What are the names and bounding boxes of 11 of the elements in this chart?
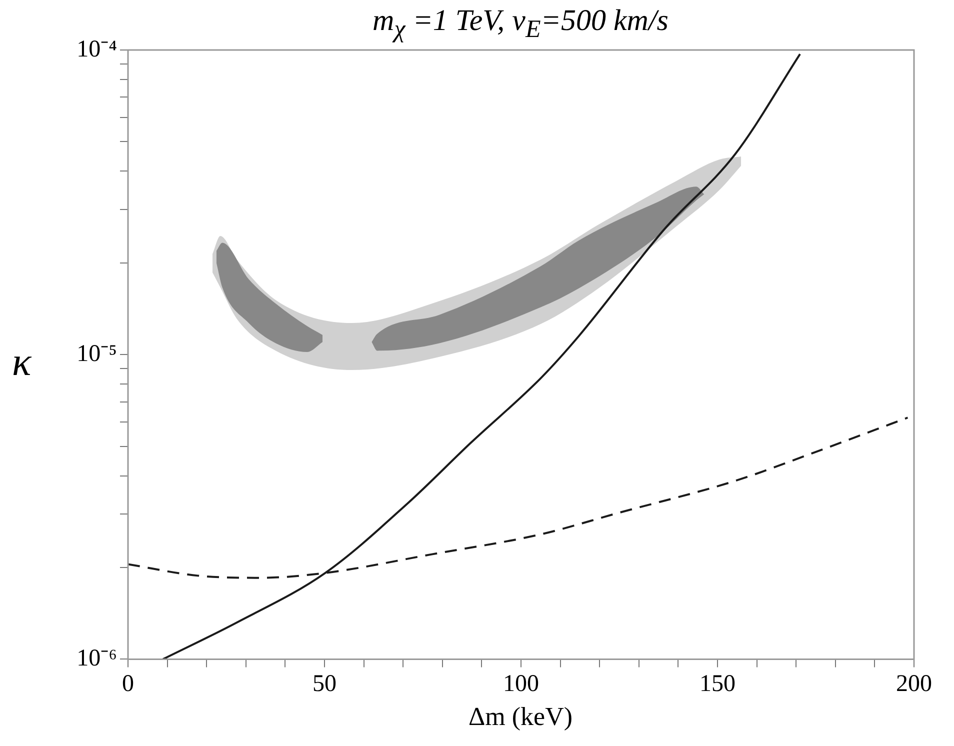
x-tick-label: 0 bbox=[122, 670, 134, 697]
x-axis-title: Δm (keV) bbox=[467, 702, 574, 732]
x-tick-label: 150 bbox=[700, 670, 736, 697]
x-tick-label: 100 bbox=[503, 670, 539, 697]
x-tick-label: 50 bbox=[312, 670, 336, 697]
y-tick-label: 10⁻⁴ bbox=[76, 36, 117, 62]
chart-title: m$_{χ}$ =1 TeV, v$_{E}$=500 km/s bbox=[372, 4, 670, 44]
y-axis-title: κ bbox=[12, 338, 32, 385]
y-tick-label: 10⁻⁵ bbox=[76, 340, 117, 367]
x-tick-label: 200 bbox=[896, 670, 932, 697]
y-tick-label: 10⁻⁶ bbox=[76, 645, 117, 672]
